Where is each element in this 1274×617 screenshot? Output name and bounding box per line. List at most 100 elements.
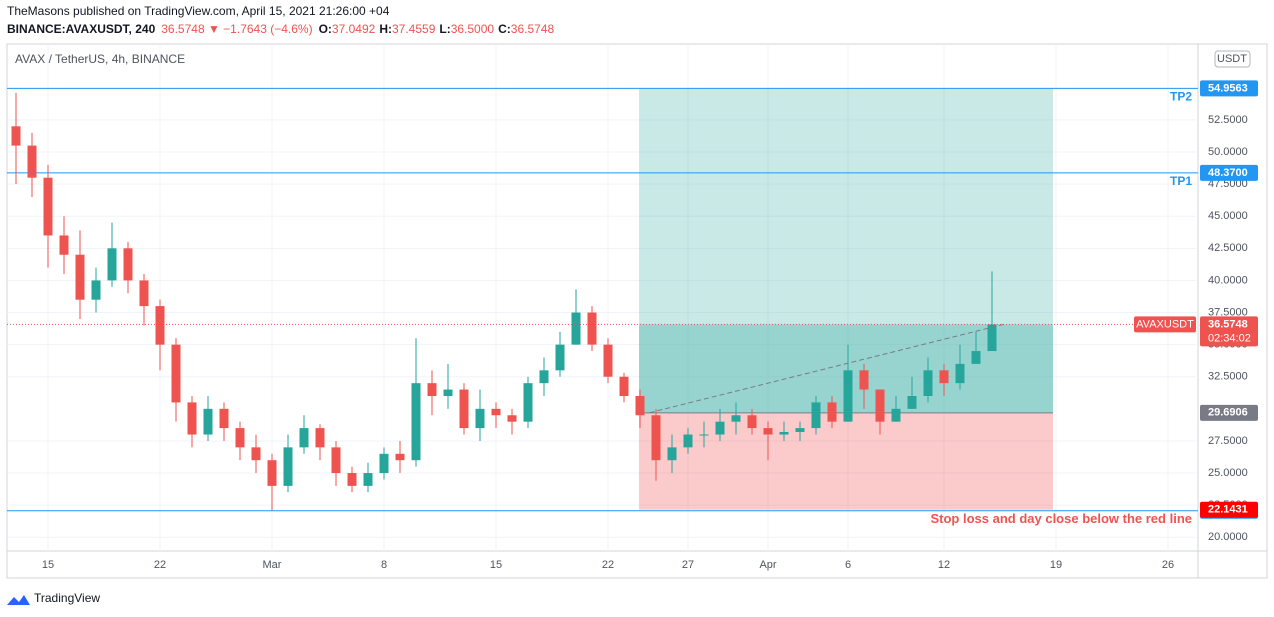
candle-body (539, 370, 549, 384)
price-tag (1200, 404, 1258, 421)
candle-body (459, 389, 469, 429)
header-part: H: (379, 22, 392, 36)
publisher: TheMasons published on TradingView.com, … (7, 4, 390, 18)
header-part: 36.5748 (511, 22, 555, 36)
candle-body (939, 370, 949, 384)
candle-body (123, 248, 133, 281)
chart-title: AVAX / TetherUS, 4h, BINANCE (15, 52, 185, 66)
level-name: TP1 (1170, 174, 1192, 188)
x-tick-label: 19 (1050, 559, 1062, 571)
candle-body (635, 395, 645, 416)
annotation: Stop loss and day close below the red li… (930, 511, 1192, 526)
frame (6, 43, 1268, 579)
x-tick-label: 27 (682, 559, 694, 571)
candle-body (251, 447, 261, 461)
y-tick-label: 47.5000 (1208, 178, 1248, 190)
y-tick-label: 27.5000 (1208, 435, 1248, 447)
candle-body (907, 395, 917, 409)
logo (7, 595, 30, 605)
plot (7, 44, 1198, 551)
y-tick-label: 20.0000 (1208, 531, 1248, 543)
x-tick-label: 12 (938, 559, 950, 571)
level-name: TP2 (1170, 90, 1192, 104)
candle-body (91, 280, 101, 300)
header-part: O: (319, 22, 332, 36)
y-tick-label: 37.5000 (1208, 306, 1248, 318)
symbol-line: BINANCE:AVAXUSDT, 240 36.5748 ▼ −1.7643 (… (7, 22, 554, 36)
candle-body (811, 402, 821, 429)
candle-body (731, 415, 741, 422)
price-tag-label: 54.9563 (1208, 82, 1248, 94)
candle-body (11, 126, 21, 146)
y-tick-label: 52.5000 (1208, 114, 1248, 126)
candle-body (379, 453, 389, 474)
x-tick-label: Apr (759, 559, 776, 571)
symbol-tag-label: AVAXUSDT (1136, 318, 1194, 330)
price-tag-label: 29.6906 (1208, 407, 1248, 419)
x-tick-label: Mar (263, 559, 282, 571)
candle-body (843, 370, 853, 422)
candle-body (187, 402, 197, 435)
header-part: BINANCE:AVAXUSDT, 240 (7, 22, 156, 36)
header-part: L: (439, 22, 450, 36)
candle-body (763, 428, 773, 435)
candle-body (43, 177, 53, 236)
x-tick-label: 8 (381, 559, 387, 571)
candle-body (75, 254, 85, 300)
candle-body (27, 145, 37, 178)
x-tick-label: 6 (845, 559, 851, 571)
candle-body (683, 434, 693, 448)
price-tag-label: 22.1431 (1208, 504, 1248, 516)
candle-body (395, 453, 405, 461)
countdown: 02:34:02 (1208, 332, 1251, 344)
y-tick-label: 40.0000 (1208, 274, 1248, 286)
candle-body (235, 428, 245, 448)
candle-body (427, 383, 437, 396)
candle-body (571, 312, 581, 345)
candle-body (667, 447, 677, 461)
candle-body (299, 428, 309, 448)
candle-body (747, 415, 757, 429)
stop-zone (639, 412, 1053, 510)
x-tick-label: 15 (42, 559, 54, 571)
x-tick-label: 22 (602, 559, 614, 571)
header-part: 36.5000 (451, 22, 495, 36)
candle-body (955, 363, 965, 384)
candle-body (59, 235, 69, 255)
candle-body (443, 389, 453, 396)
header-part: C: (498, 22, 511, 36)
target-zone (639, 88, 1053, 413)
candle-body (891, 408, 901, 422)
trend-line (649, 323, 1005, 414)
candle-body (699, 434, 709, 436)
currency: USDT (1217, 53, 1247, 65)
y-tick-label: 45.0000 (1208, 210, 1248, 222)
candle-body (203, 408, 213, 435)
currency-box (1214, 50, 1251, 68)
header-part: 36.5748 ▼ −1.7643 (−4.6%) (161, 22, 312, 36)
candle-body (875, 389, 885, 422)
candle-body (603, 344, 613, 377)
y-tick-label: 42.5000 (1208, 242, 1248, 254)
candle-body (795, 428, 805, 432)
candle-body (107, 248, 117, 281)
price-tag (1200, 316, 1258, 347)
candle-body (715, 421, 725, 435)
price-tag (1200, 164, 1258, 181)
candle-body (651, 415, 661, 461)
candle-body (779, 431, 789, 435)
y-tick-label: 25.0000 (1208, 467, 1248, 479)
candle-body (987, 324, 997, 352)
candle-body (347, 473, 357, 486)
price-tag (1200, 80, 1258, 97)
candle-body (363, 473, 373, 486)
candle-body (155, 306, 165, 345)
candle-body (507, 415, 517, 422)
candle-body (491, 408, 501, 416)
candle-body (827, 402, 837, 422)
brand: TradingView (34, 591, 100, 605)
y-tick-label: 32.5000 (1208, 371, 1248, 383)
candle-body (267, 460, 277, 486)
x-tick-label: 15 (490, 559, 502, 571)
candle-body (219, 408, 229, 429)
